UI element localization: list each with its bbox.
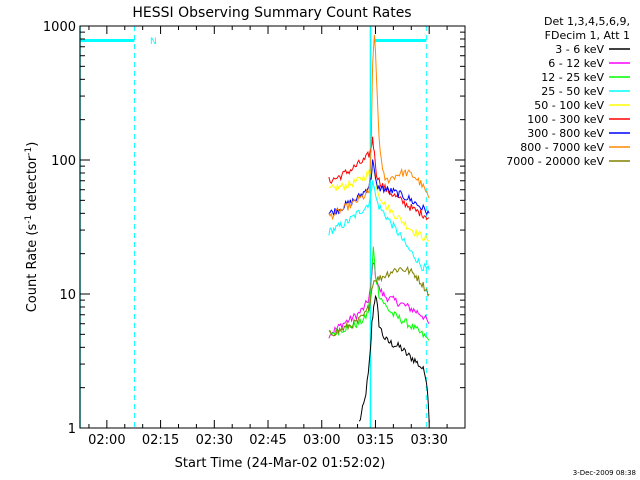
series-line-4 xyxy=(328,168,430,242)
legend-label-1: 6 - 12 keV xyxy=(548,57,604,70)
x-tick-label-4: 03:00 xyxy=(303,433,340,448)
legend-label-4: 50 - 100 keV xyxy=(534,99,604,112)
legend-header-1: Det 1,3,4,5,6,9, xyxy=(544,15,630,28)
y-label-mid: detector xyxy=(25,155,40,215)
legend-label-6: 300 - 800 keV xyxy=(527,127,604,140)
series-line-6 xyxy=(328,159,430,216)
y-label-end: ) xyxy=(25,142,40,147)
legend-header-2: FDecim 1, Att 1 xyxy=(545,29,630,42)
y-label-sup2: -1 xyxy=(24,147,34,156)
x-axis-ticks: 02:00 02:15 02:30 02:45 03:00 03:15 03:30 xyxy=(88,26,466,448)
x-tick-label-3: 02:45 xyxy=(249,433,286,448)
x-axis-label: Start Time (24-Mar-02 01:52:02) xyxy=(175,456,386,471)
series-line-2 xyxy=(328,246,430,341)
x-tick-label-6: 03:30 xyxy=(410,433,447,448)
series-lines xyxy=(328,34,430,423)
series-line-5 xyxy=(328,136,430,221)
observing-overlays xyxy=(79,26,427,428)
y-label-sup1: -1 xyxy=(24,215,34,224)
series-line-7 xyxy=(328,34,430,221)
legend-label-8: 7000 - 20000 keV xyxy=(506,155,604,168)
legend-label-0: 3 - 6 keV xyxy=(555,43,604,56)
footer-date: 3-Dec-2009 08:38 xyxy=(573,469,636,477)
y-tick-label-2: 100 xyxy=(51,154,76,169)
series-line-8 xyxy=(328,265,430,337)
legend-label-7: 800 - 7000 keV xyxy=(520,141,604,154)
y-axis-label: Count Rate (s-1 detector-1) xyxy=(24,142,40,313)
x-tick-label-1: 02:15 xyxy=(142,433,179,448)
x-tick-label-5: 03:15 xyxy=(357,433,394,448)
y-tick-label-3: 1000 xyxy=(43,20,76,35)
series-line-0 xyxy=(358,294,430,423)
y-axis-ticks: 1 10 100 1000 xyxy=(43,20,465,437)
series-line-3 xyxy=(328,180,430,272)
legend-label-2: 12 - 25 keV xyxy=(541,71,604,84)
x-tick-label-0: 02:00 xyxy=(88,433,125,448)
chart-title: HESSI Observing Summary Count Rates xyxy=(132,5,411,21)
y-tick-label-0: 1 xyxy=(68,422,76,437)
y-label-main: Count Rate (s xyxy=(25,224,40,313)
legend-label-5: 100 - 300 keV xyxy=(527,113,604,126)
legend-label-3: 25 - 50 keV xyxy=(541,85,604,98)
series-line-1 xyxy=(328,262,430,339)
x-tick-label-2: 02:30 xyxy=(196,433,233,448)
legend: Det 1,3,4,5,6,9, FDecim 1, Att 1 3 - 6 k… xyxy=(506,15,630,168)
y-tick-label-1: 10 xyxy=(59,288,76,303)
night-marker: N xyxy=(150,37,157,47)
plot-frame xyxy=(79,25,466,429)
